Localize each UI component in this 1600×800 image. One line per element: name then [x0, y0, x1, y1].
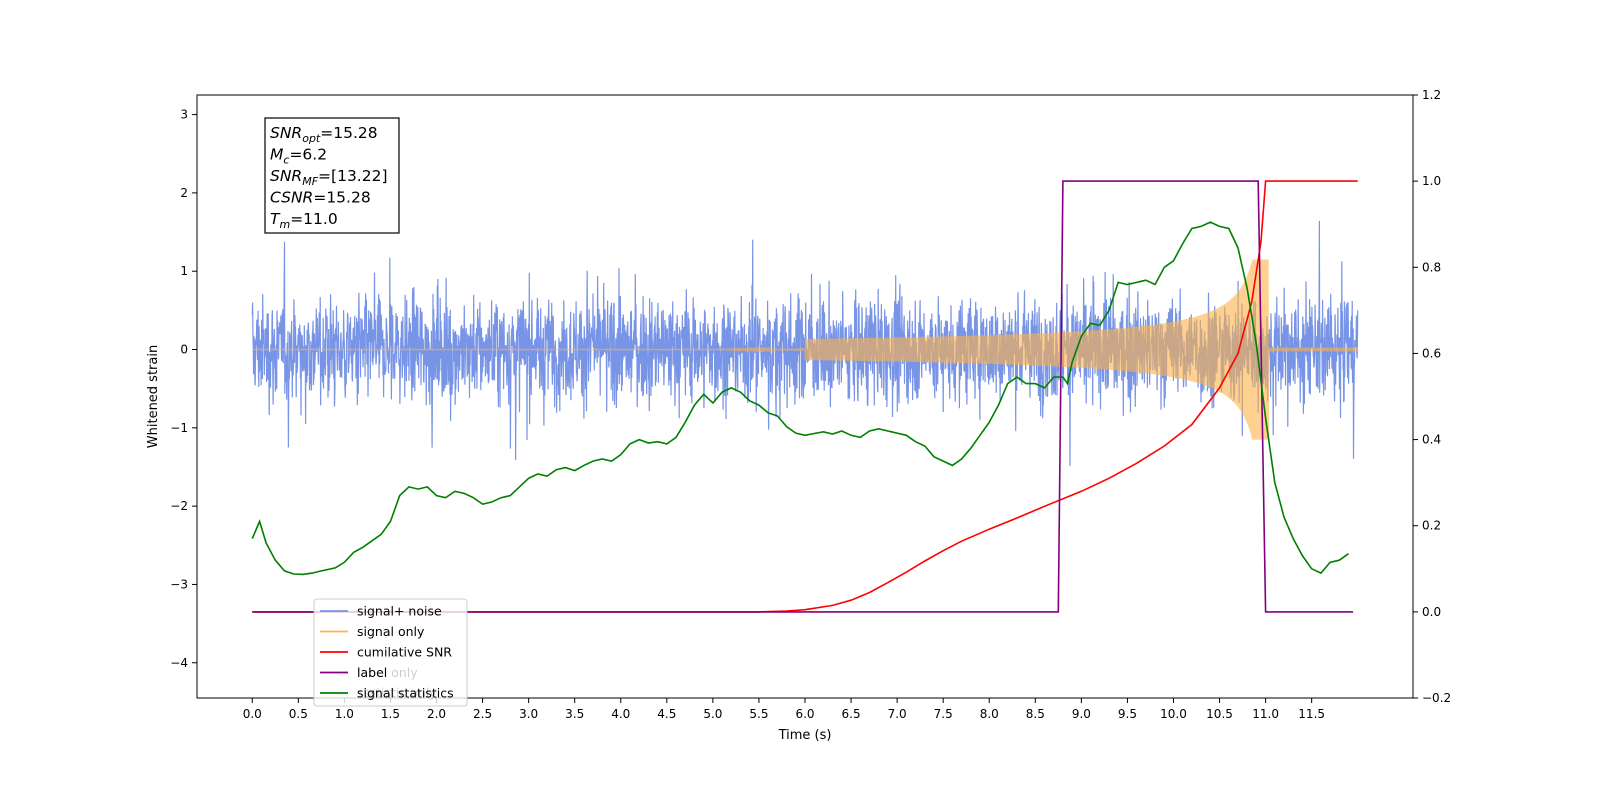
y-axis-label: Whitened strain [146, 345, 161, 448]
label-line [252, 180, 1354, 613]
y-axis-left: −4 −3 −2 −1 0 1 2 3 [170, 108, 197, 670]
y-left-tick-label: −2 [170, 499, 188, 513]
x-tick-label: 3.5 [565, 707, 584, 721]
x-tick-label: 6.5 [842, 707, 861, 721]
y-right-tick-label: −0.2 [1422, 691, 1451, 705]
legend-entry-label: cumilative SNR [357, 645, 452, 660]
x-tick-label: 11.5 [1298, 707, 1325, 721]
annotation-line: CSNR=15.28 [270, 189, 371, 207]
y-right-tick-label: 0.4 [1422, 433, 1441, 447]
y-left-tick-label: 3 [180, 108, 188, 122]
x-tick-label: 0.5 [289, 707, 308, 721]
annotation-line: SNRopt=15.28 [270, 124, 378, 145]
y-right-tick-label: 0.2 [1422, 519, 1441, 533]
annotation-line: SNRMF=[13.22] [270, 167, 388, 188]
x-tick-label: 7.5 [934, 707, 953, 721]
legend-entry-label: label [357, 665, 387, 680]
cumilative-snr-line [252, 180, 1358, 613]
x-tick-label: 1.5 [381, 707, 400, 721]
legend: label only statistic only signal+ noise sig… [313, 598, 468, 707]
x-axis: 0.0 0.5 1.0 1.5 2.0 2.5 3.0 3.5 4.0 4.5 5.0 5.5 6.0 6… [243, 698, 1325, 721]
signal-statistics-line [251, 221, 1349, 576]
y-right-tick-label: 0.8 [1422, 260, 1441, 274]
legend-hidden-text: statistic only [357, 685, 437, 700]
y-left-tick-label: 2 [180, 186, 188, 200]
x-tick-label: 10.0 [1160, 707, 1187, 721]
right-axis-series [251, 180, 1358, 613]
y-left-tick-label: −3 [170, 577, 188, 591]
x-tick-label: 8.0 [980, 707, 999, 721]
legend-entry-label: signal only [357, 624, 425, 639]
y-axis-right: −0.2 0.0 0.2 0.4 0.6 0.8 1.0 1.2 [1413, 88, 1451, 705]
legend-entry-label: signal statistics [357, 686, 454, 701]
legend-hidden-text: label only [357, 665, 418, 680]
x-axis-label: Time (s) [778, 728, 832, 743]
x-tick-label: 8.5 [1026, 707, 1045, 721]
signal-only-line [252, 259, 1359, 440]
x-tick-label: 6.0 [795, 707, 814, 721]
signal-only-series [252, 259, 1359, 440]
x-tick-label: 9.0 [1072, 707, 1091, 721]
x-tick-label: 4.5 [657, 707, 676, 721]
y-right-tick-label: 1.2 [1422, 88, 1441, 102]
x-tick-label: 5.0 [703, 707, 722, 721]
x-tick-label: 7.0 [888, 707, 907, 721]
y-right-tick-label: 0.6 [1422, 346, 1441, 360]
y-right-tick-label: 1.0 [1422, 174, 1441, 188]
x-tick-label: 2.5 [473, 707, 492, 721]
plot-area [251, 180, 1359, 613]
x-tick-label: 2.0 [427, 707, 446, 721]
x-tick-label: 4.0 [611, 707, 630, 721]
stats-annotation-box: SNRopt=15.28Mc=6.2SNRMF=[13.22]CSNR=15.2… [264, 117, 400, 234]
x-tick-label: 5.5 [749, 707, 768, 721]
y-left-tick-label: −1 [170, 421, 188, 435]
x-tick-label: 3.0 [519, 707, 538, 721]
annotation-line: Mc=6.2 [270, 146, 327, 167]
y-right-tick-label: 0.0 [1422, 605, 1441, 619]
x-tick-label: 1.0 [335, 707, 354, 721]
y-left-tick-label: 0 [180, 343, 188, 357]
annotation-line: Tm=11.0 [270, 210, 338, 231]
x-tick-label: 9.5 [1118, 707, 1137, 721]
x-tick-label: 0.0 [243, 707, 262, 721]
x-tick-label: 10.5 [1206, 707, 1233, 721]
annotation-frame [264, 117, 400, 234]
y-left-tick-label: 1 [180, 264, 188, 278]
legend-frame [313, 598, 468, 707]
x-tick-label: 11.0 [1252, 707, 1279, 721]
legend-entry-label: signal+ noise [357, 604, 442, 619]
y-left-tick-label: −4 [170, 656, 188, 670]
